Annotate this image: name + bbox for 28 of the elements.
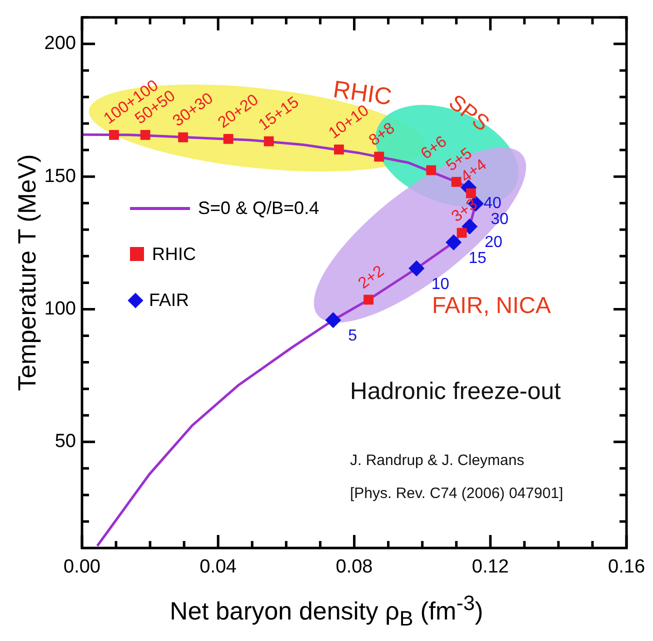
- annotation: 30: [490, 211, 509, 228]
- y-tick-label: 100: [44, 298, 76, 320]
- x-tick-label: 0.16: [608, 556, 645, 578]
- annotation: 10: [432, 276, 450, 293]
- x-tick-label: 0.04: [200, 556, 238, 578]
- annotation: 40: [484, 194, 502, 212]
- legend-label: RHIC: [152, 244, 196, 264]
- x-tick-label: 0.00: [64, 556, 100, 578]
- annotation: FAIR, NICA: [432, 292, 551, 319]
- annotation: [Phys. Rev. C74 (2006) 047901]: [350, 485, 564, 502]
- annotation: 5: [348, 328, 358, 345]
- legend-label: FAIR: [149, 290, 190, 310]
- y-axis-title: Temperature T (MeV): [14, 153, 42, 393]
- annotation: 2+2: [355, 262, 388, 292]
- x-axis-title: Net baryon density ρ$_{B}$ (fm$^{-3}$): [168, 592, 484, 632]
- y-tick-label: 150: [44, 166, 76, 187]
- annotation: 15: [468, 250, 487, 267]
- y-tick-label: 200: [44, 33, 76, 54]
- annotation: 8+8: [366, 120, 398, 150]
- annotation: J. Randrup & J. Cleymans: [350, 452, 524, 469]
- x-tick-label: 0.12: [472, 556, 509, 578]
- annotation: 20: [484, 234, 503, 251]
- annotation: SPS: [444, 89, 494, 136]
- annotation: Hadronic freeze-out: [350, 378, 561, 406]
- y-tick-label: 50: [54, 431, 76, 452]
- annotation: 3+3: [448, 196, 481, 226]
- legend-label: S=0 & Q/B=0.4: [198, 198, 320, 218]
- x-tick-label: 0.08: [336, 556, 373, 578]
